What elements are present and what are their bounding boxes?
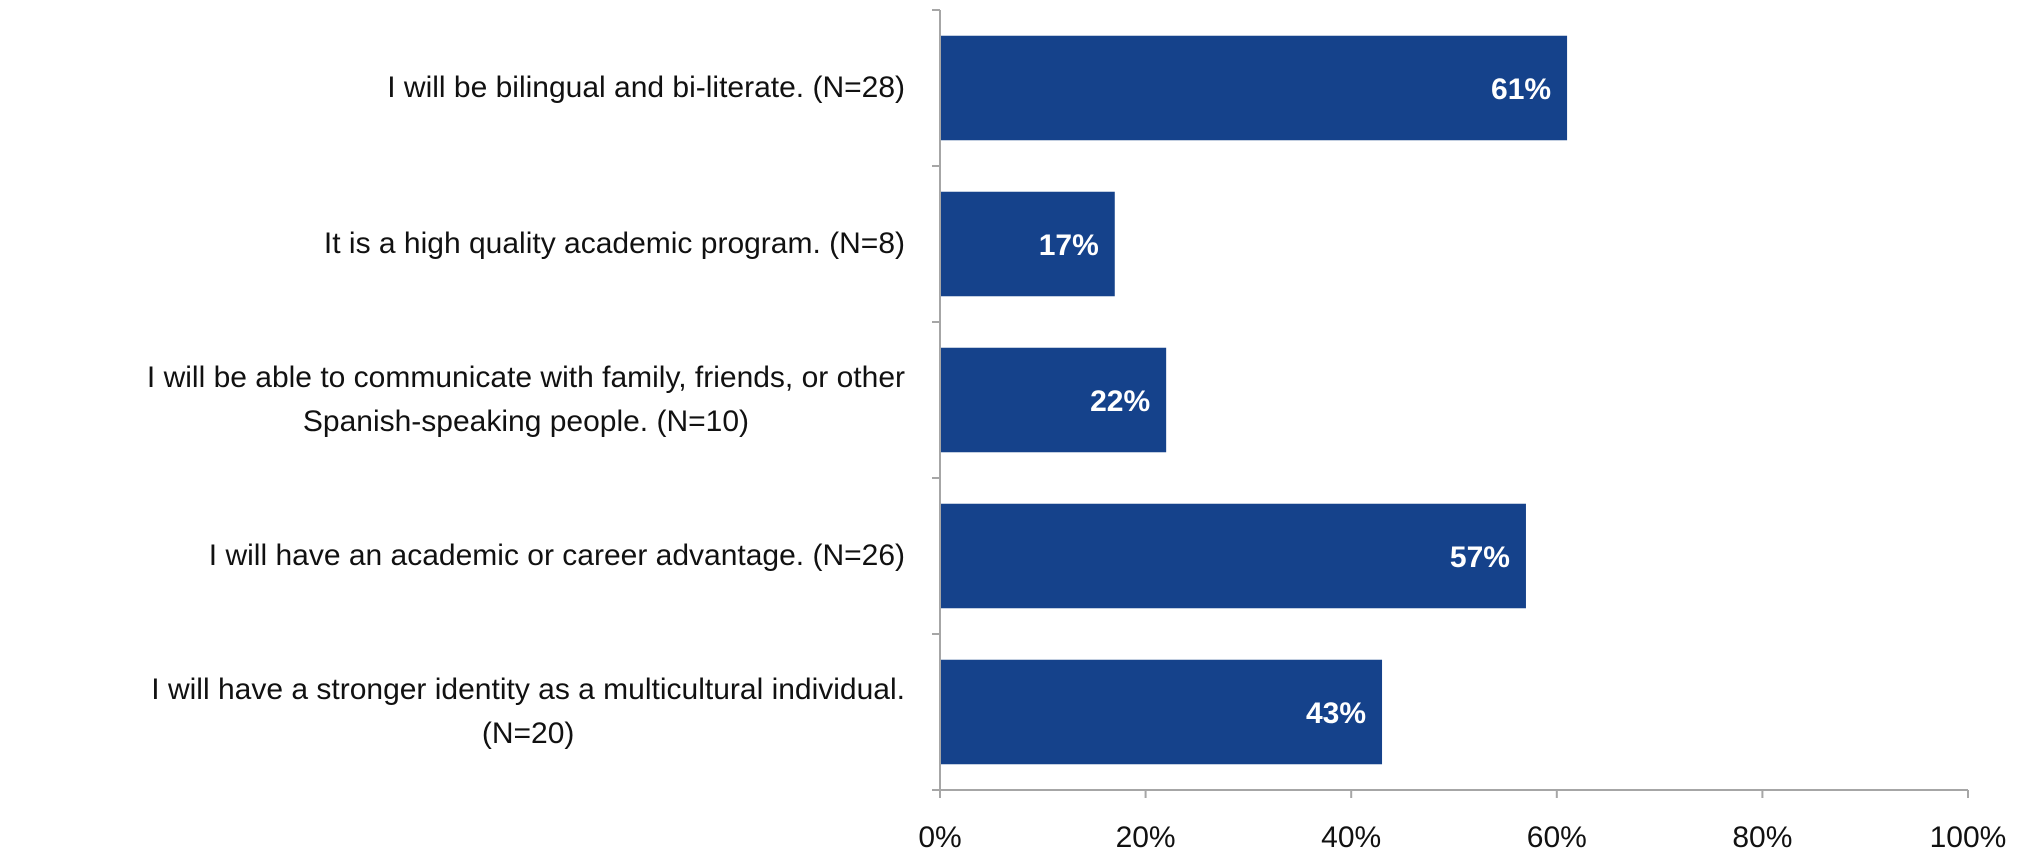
x-tick-label-0: 0% [918,821,961,853]
x-tick-label-5: 100% [1930,821,2007,853]
category-label-2-line-1: Spanish-speaking people. (N=10) [302,405,750,438]
category-label-4: I will have a stronger identity as a mul… [151,668,905,756]
category-label-1: It is a high quality academic program. (… [324,222,905,266]
category-label-0-line-0: I will be bilingual and bi-literate. (N=… [387,71,905,104]
category-label-3-line-0: I will have an academic or career advant… [208,539,905,572]
category-label-2-line-0: I will be able to communicate with famil… [146,361,905,394]
category-label-2: I will be able to communicate with famil… [147,356,905,444]
category-label-1-line-0: It is a high quality academic program. (… [323,227,905,260]
x-tick-label-1: 20% [1116,821,1176,853]
data-label-3: 57% [1450,541,1510,574]
category-label-0: I will be bilingual and bi-literate. (N=… [387,66,905,110]
x-tick-label-4: 80% [1732,821,1792,853]
x-tick-label-3: 60% [1527,821,1587,853]
category-label-4-line-0: I will have a stronger identity as a mul… [151,673,905,706]
data-label-0: 61% [1491,73,1551,106]
data-label-1: 17% [1039,229,1099,262]
bar-1 [941,191,1115,297]
bar-4 [941,659,1383,765]
bar-2 [941,347,1167,453]
data-label-4: 43% [1306,697,1366,730]
category-label-3: I will have an academic or career advant… [209,534,905,578]
x-tick-label-2: 40% [1321,821,1381,853]
bar-3 [941,503,1526,609]
bar-0 [941,35,1568,141]
category-label-4-line-1: (N=20) [481,717,575,750]
data-label-2: 22% [1090,385,1150,418]
